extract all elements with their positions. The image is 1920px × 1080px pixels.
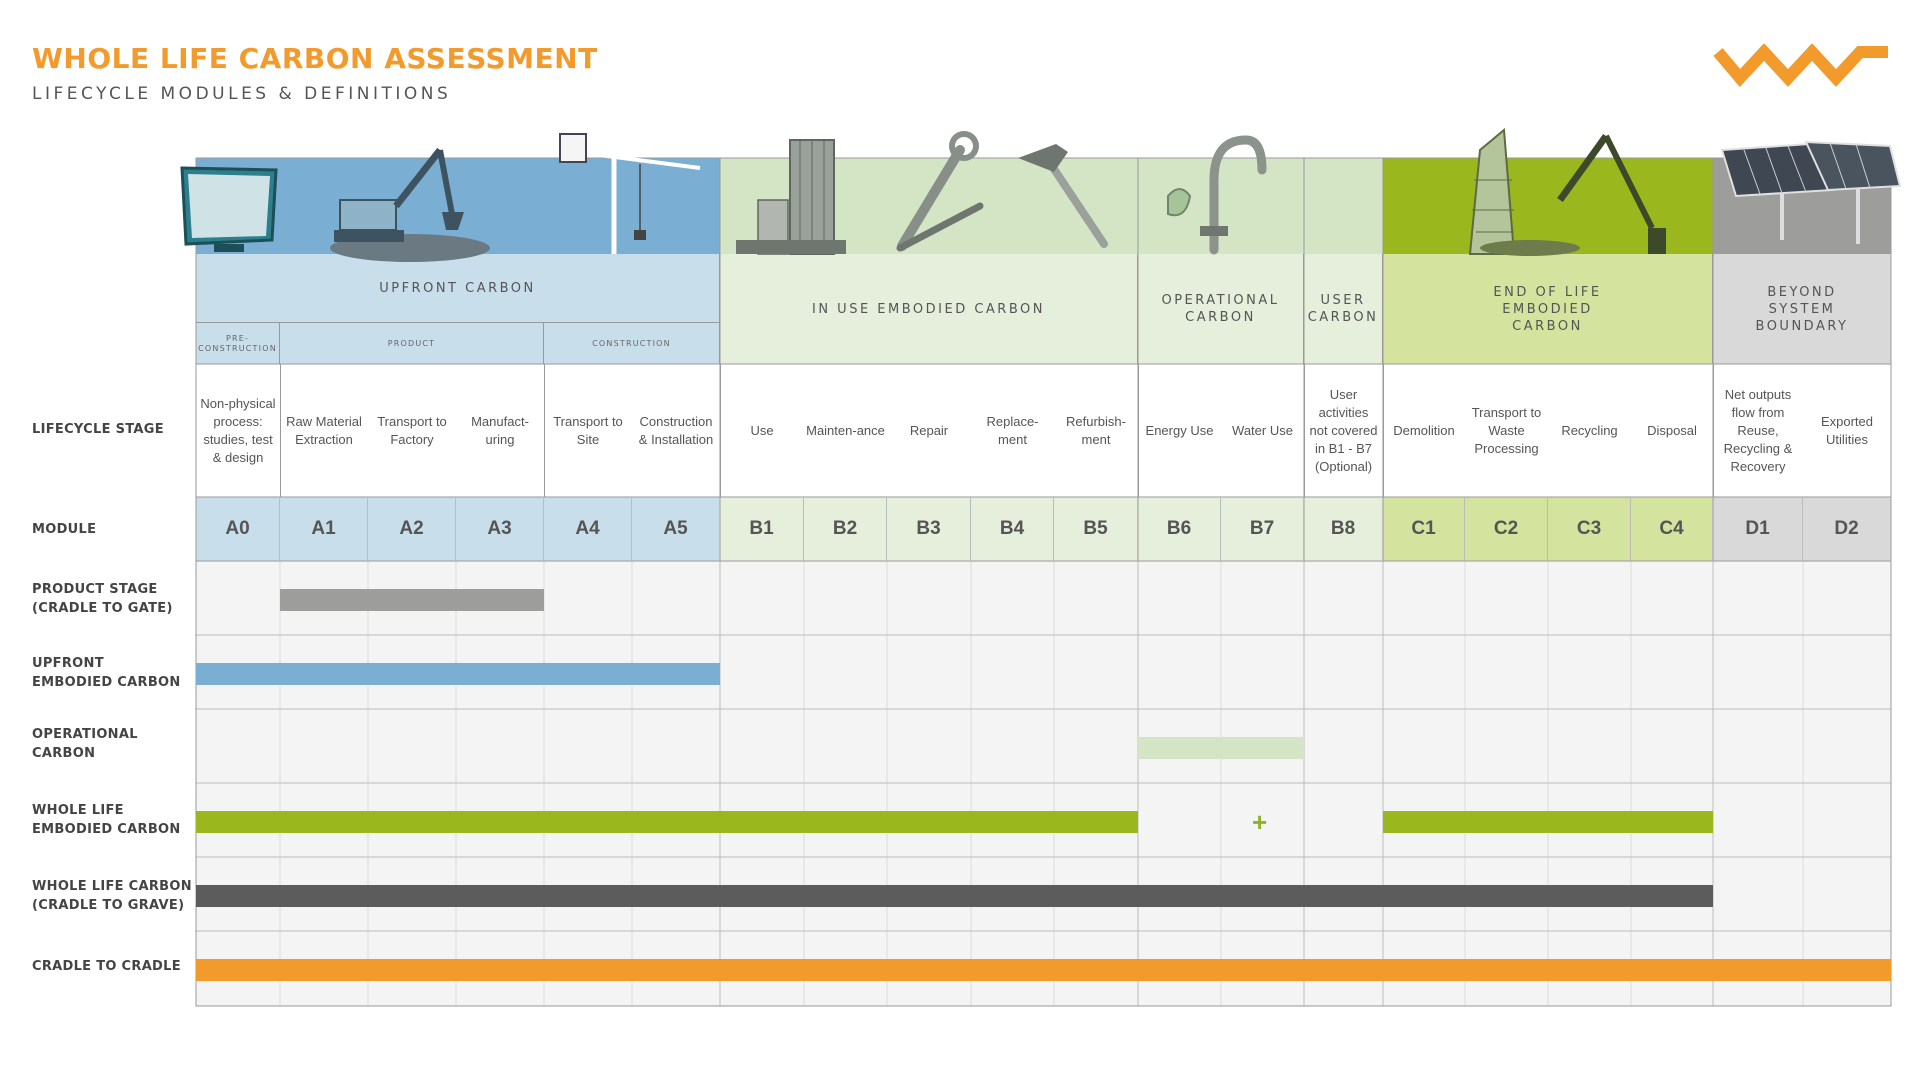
stage-c3: Recycling: [1561, 422, 1618, 438]
module-a2: A2: [368, 497, 456, 561]
stage-divider: [1383, 364, 1384, 497]
stage-b4: Replace-ment: [986, 413, 1039, 447]
stage-b8: User activities not covered in B1 - B7 (…: [1309, 386, 1378, 474]
stage-a1: Raw Material Extraction: [286, 413, 362, 447]
stage-divider: [280, 364, 281, 497]
module-a5: A5: [632, 497, 720, 561]
coverage-bar-product-stage: [280, 589, 544, 611]
solar-panel-icon: [1720, 140, 1902, 244]
stage-a2: Transport to Factory: [377, 413, 447, 447]
row-label-module: MODULE: [32, 522, 97, 537]
stage-d1: Net outputs flow from Reuse, Recycling &…: [1723, 386, 1793, 474]
coverage-bar-upfront-embodied: [196, 663, 720, 685]
band-upfront-carbon: UPFRONT CARBON: [196, 254, 720, 322]
module-b5: B5: [1054, 497, 1138, 561]
page-subtitle: LIFECYCLE MODULES & DEFINITIONS: [32, 84, 452, 104]
module-a1: A1: [280, 497, 368, 561]
stage-a3: Manufact-uring: [471, 413, 529, 447]
excavator-icon: [330, 147, 490, 262]
module-c3: C3: [1548, 497, 1631, 561]
module-a0: A0: [196, 497, 280, 561]
module-a3: A3: [456, 497, 544, 561]
computer-monitor-icon: [180, 166, 278, 252]
subband-construction: CONSTRUCTION: [544, 322, 720, 364]
hammer-icon: [1018, 144, 1108, 248]
module-b2: B2: [804, 497, 887, 561]
row-label-operational: OPERATIONAL CARBON: [32, 727, 138, 761]
module-b7: B7: [1221, 497, 1304, 561]
stage-divider: [720, 364, 721, 497]
subband-product: PRODUCT: [280, 322, 544, 364]
stage-b3: Repair: [909, 422, 949, 438]
band-user-carbon: USER CARBON: [1304, 254, 1383, 364]
stage-b2: Mainten-ance: [806, 422, 885, 438]
module-c2: C2: [1465, 497, 1548, 561]
coverage-bar-whole-life-carbon: [196, 885, 1713, 907]
operational-image-bg: [1138, 158, 1304, 254]
stage-divider: [1138, 364, 1139, 497]
module-b4: B4: [971, 497, 1054, 561]
stage-b5: Refurbish-ment: [1066, 413, 1126, 447]
stage-a5: Construction & Installation: [638, 413, 714, 447]
stage-c1: Demolition: [1393, 422, 1455, 438]
stage-divider: [1713, 364, 1714, 497]
row-label-cradle-to-cradle: CRADLE TO CRADLE: [32, 959, 181, 974]
demolition-excavator-icon: [1468, 127, 1666, 256]
stage-d2: Exported Utilities: [1820, 413, 1874, 447]
stage-c4: Disposal: [1647, 422, 1697, 438]
stage-a0: Non-physical process: studies, test & de…: [200, 395, 276, 465]
stage-c2: Transport to Waste Processing: [1471, 404, 1542, 456]
stage-divider: [1304, 364, 1305, 497]
user-image-bg: [1304, 158, 1383, 254]
module-c4: C4: [1631, 497, 1713, 561]
coverage-bar-whole-life-embodied: [1383, 811, 1713, 833]
stage-divider: [544, 364, 545, 497]
module-d2: D2: [1803, 497, 1891, 561]
stage-b1: Use: [750, 422, 774, 438]
stage-b6: Energy Use: [1145, 422, 1214, 438]
building-icon: [736, 139, 846, 255]
band-end-of-life-embodied-carbon: END OF LIFE EMBODIED CARBON: [1383, 254, 1713, 364]
module-b3: B3: [887, 497, 971, 561]
tower-crane-icon: [559, 133, 701, 254]
band-beyond-system-boundary: BEYOND SYSTEM BOUNDARY: [1755, 284, 1849, 334]
module-a4: A4: [544, 497, 632, 561]
coverage-bar-cradle-to-cradle: [196, 959, 1891, 981]
module-d1: D1: [1713, 497, 1803, 561]
row-label-upfront-embodied: UPFRONT EMBODIED CARBON: [32, 656, 181, 690]
coverage-bar-operational: [1138, 737, 1304, 759]
coverage-bar-whole-life-embodied: [196, 811, 1138, 833]
wrench-icon: [896, 131, 984, 252]
band-operational-carbon: OPERATIONAL CARBON: [1138, 254, 1304, 364]
module-b1: B1: [720, 497, 804, 561]
stage-a4: Transport to Site: [553, 413, 623, 447]
page-title: WHOLE LIFE CARBON ASSESSMENT: [32, 42, 598, 75]
band-in-use-embodied-carbon: IN USE EMBODIED CARBON: [720, 254, 1138, 364]
row-label-product-stage: PRODUCT STAGE (CRADLE TO GATE): [32, 582, 173, 616]
stage-b7: Water Use: [1232, 422, 1293, 438]
module-b6: B6: [1138, 497, 1221, 561]
orange-zigzag-logo: [1713, 44, 1888, 88]
subband-pre-construction: PRE-CONSTRUCTION: [196, 322, 280, 364]
row-label-whole-life-carbon: WHOLE LIFE CARBON (CRADLE TO GRAVE): [32, 879, 192, 913]
module-c1: C1: [1383, 497, 1465, 561]
faucet-icon: [1167, 135, 1267, 255]
plus-symbol: +: [1252, 807, 1268, 837]
module-b8: B8: [1304, 497, 1383, 561]
row-label-whole-life-embodied: WHOLE LIFE EMBODIED CARBON: [32, 803, 181, 837]
row-label-lifecycle-stage: LIFECYCLE STAGE: [32, 422, 164, 437]
